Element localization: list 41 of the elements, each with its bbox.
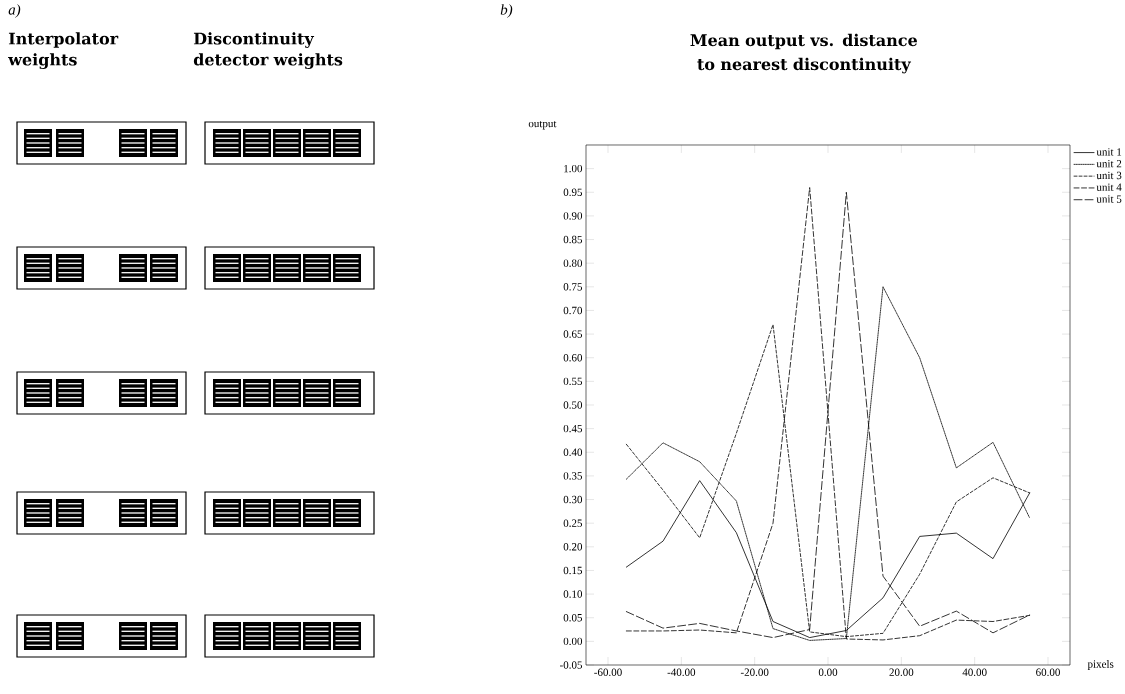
x-tick-label: -20.00 <box>740 668 769 677</box>
x-axis-title: pixels <box>1087 660 1114 670</box>
legend-label: unit 2 <box>1096 159 1122 168</box>
y-tick-label: 0.55 <box>563 377 583 386</box>
y-tick-label: 0.35 <box>563 472 583 480</box>
y-axis-title: output <box>528 120 557 130</box>
y-tick-label: 0.75 <box>563 283 583 291</box>
y-tick-label: 0.15 <box>563 566 583 575</box>
y-tick-label: 0.80 <box>563 259 583 267</box>
y-tick-label: 0.65 <box>563 330 583 338</box>
y-tick-label: 0.40 <box>563 448 583 457</box>
y-tick-label: 0.20 <box>563 543 583 551</box>
y-tick-label: 0.90 <box>563 212 583 220</box>
y-tick-label: 0.45 <box>563 424 583 433</box>
y-tick-label: 0.95 <box>563 188 583 197</box>
y-tick-label: 0.60 <box>563 354 583 362</box>
text: Discontinuity detector weights <box>193 32 343 69</box>
y-tick-label: 0.05 <box>563 614 583 622</box>
x-tick-label: 20.00 <box>889 668 914 677</box>
y-tick-label: 0.25 <box>563 519 583 527</box>
x-tick-label: 40.00 <box>962 668 987 677</box>
y-tick-label: -0.05 <box>559 661 583 669</box>
text: b) <box>500 4 513 18</box>
y-tick-label: 0.30 <box>563 495 583 504</box>
x-tick-label: 0.00 <box>818 668 838 677</box>
x-tick-label: -40.00 <box>667 668 696 677</box>
legend-label: unit 3 <box>1096 171 1122 180</box>
y-tick-label: 0.10 <box>563 590 583 598</box>
y-tick-label: 0.00 <box>563 637 583 646</box>
y-tick-label: 0.70 <box>563 306 583 315</box>
y-tick-label: 0.85 <box>563 235 583 244</box>
text: a) <box>8 4 21 18</box>
y-tick-label: 1.00 <box>564 164 583 173</box>
x-tick-label: -60.00 <box>594 668 622 677</box>
x-tick-label: 60.00 <box>1036 668 1060 677</box>
y-tick-label: 0.50 <box>563 401 583 409</box>
legend-label: unit 1 <box>1096 148 1122 156</box>
text: Interpolator weights <box>8 32 119 69</box>
legend-label: unit 4 <box>1096 183 1122 191</box>
legend-label: unit 5 <box>1096 195 1122 203</box>
chart-title: Mean output vs. distance to nearest discontinuity <box>690 33 918 74</box>
